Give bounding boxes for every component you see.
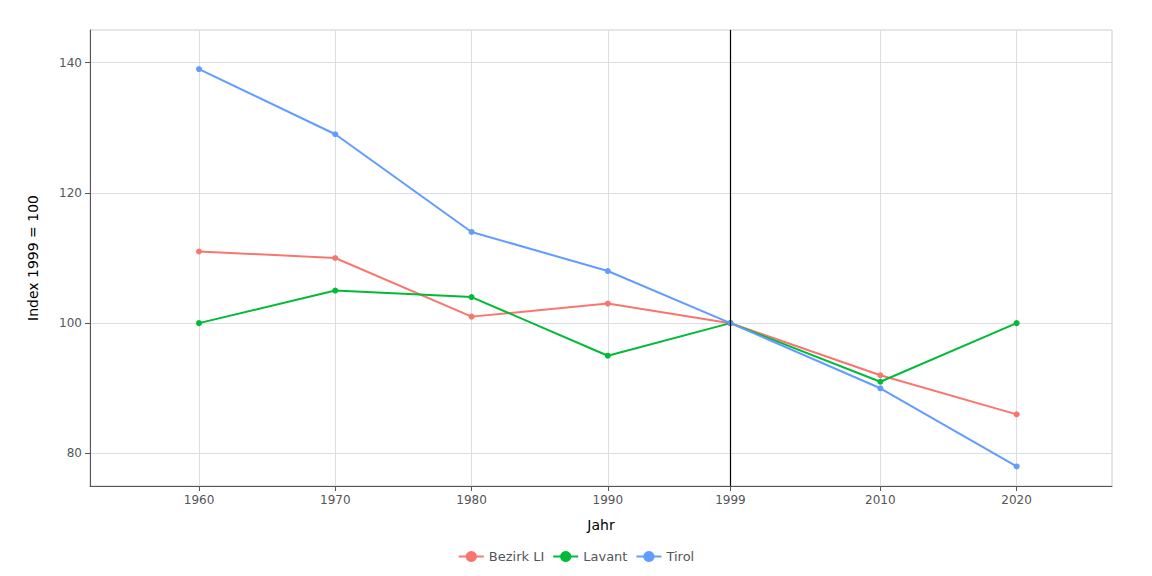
- svg-text:Bezirk LI: Bezirk LI: [489, 549, 544, 564]
- svg-text:80: 80: [67, 446, 82, 460]
- svg-text:120: 120: [59, 186, 82, 200]
- svg-text:Jahr: Jahr: [586, 517, 615, 533]
- svg-text:1970: 1970: [320, 493, 351, 507]
- svg-text:100: 100: [59, 316, 82, 330]
- svg-text:2010: 2010: [865, 493, 896, 507]
- svg-text:1990: 1990: [593, 493, 624, 507]
- svg-text:Lavant: Lavant: [583, 549, 627, 564]
- svg-text:Index 1999 = 100: Index 1999 = 100: [25, 195, 41, 321]
- svg-text:1999: 1999: [715, 493, 746, 507]
- svg-text:Tirol: Tirol: [665, 549, 694, 564]
- svg-text:2020: 2020: [1001, 493, 1032, 507]
- svg-text:140: 140: [59, 56, 82, 70]
- svg-text:1960: 1960: [184, 493, 215, 507]
- svg-text:1980: 1980: [456, 493, 487, 507]
